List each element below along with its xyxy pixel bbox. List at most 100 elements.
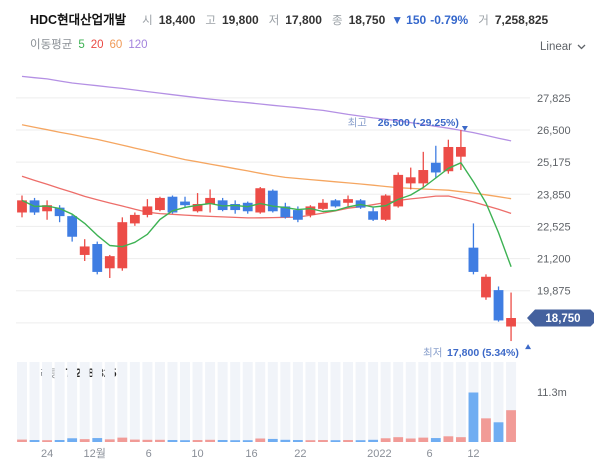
scale-selector-label: Linear (540, 41, 572, 53)
low-annotation-value: 17,800 (5.34%) (447, 347, 519, 359)
volume-bar (481, 418, 491, 442)
chevron-down-icon (577, 44, 586, 50)
candle-body (305, 206, 316, 215)
volume-bar (318, 440, 328, 442)
open-label: 시 (142, 15, 153, 27)
candle-body (405, 177, 416, 184)
candle-body (330, 200, 341, 207)
open-value: 18,400 (158, 13, 196, 27)
change-percent: -0.79% (430, 13, 469, 27)
volume-stripe (455, 362, 466, 442)
volume-stripe (67, 362, 78, 442)
volume-bar (104, 439, 115, 442)
candle-body (17, 200, 27, 213)
candle-body (343, 199, 353, 203)
volume-stripe (104, 362, 115, 442)
ma60-line (21, 124, 512, 200)
candle-body (456, 146, 466, 157)
change-value: 150 (406, 13, 427, 27)
x-axis-label: 6 (146, 448, 152, 460)
low-value: 17,800 (285, 13, 322, 27)
volume-stripe (92, 362, 103, 442)
ma5-line (21, 162, 512, 268)
volume-stripe (217, 362, 228, 442)
trade-volume-value: 7,258,825 (494, 13, 549, 27)
volume-bar (393, 437, 404, 442)
ma120-line (21, 75, 512, 142)
candle-body (255, 188, 266, 213)
candle-body (493, 290, 504, 321)
change-down-icon: ▼ (391, 13, 404, 27)
volume-bar (418, 437, 429, 442)
volume-stripe (317, 362, 328, 442)
close-label: 종 (331, 15, 343, 27)
candle-body (380, 195, 391, 220)
volume-stripe (242, 362, 253, 442)
candle-body (368, 211, 379, 220)
volume-stripe (255, 362, 266, 442)
volume-bar (29, 440, 40, 442)
candle-body (481, 276, 491, 298)
volume-stripe (480, 362, 491, 442)
volume-bar (192, 440, 203, 442)
volume-bar (117, 437, 128, 442)
x-axis-label: 16 (245, 448, 257, 460)
candle-body (468, 247, 479, 272)
candle-body (267, 190, 278, 212)
x-axis-label: 12월 (84, 447, 106, 460)
volume-stripe (506, 362, 517, 442)
ma120-legend: 120 (128, 39, 148, 51)
volume-scale-label: 11.3m (537, 387, 567, 399)
candle-body (129, 214, 140, 224)
volume-stripe (305, 362, 316, 442)
candle-body (318, 202, 328, 209)
volume-bar (79, 439, 90, 442)
close-value: 18,750 (348, 13, 386, 27)
volume-bar (267, 438, 278, 442)
volume-stripe (129, 362, 140, 442)
y-axis-label: 26,500 (537, 125, 571, 137)
volume-stripe (355, 362, 366, 442)
volume-bar (205, 439, 215, 442)
volume-stripe (79, 362, 90, 442)
candle-body (393, 174, 404, 207)
candle-body (92, 244, 103, 272)
x-axis-label: 22 (294, 448, 306, 460)
y-axis-label: 23,850 (537, 189, 571, 201)
candle-body (79, 246, 90, 255)
candle-body (104, 256, 115, 269)
x-axis-label: 6 (426, 448, 432, 460)
high-annotation-label: 최고 (348, 117, 368, 129)
volume-stripe (343, 362, 354, 442)
candle-body (205, 197, 215, 204)
y-axis-label: 22,525 (537, 221, 571, 233)
x-axis-label: 2022 (367, 448, 391, 460)
volume-stripe (405, 362, 416, 442)
ma20-line (21, 175, 512, 219)
ma20-legend: 20 (90, 39, 104, 51)
trade-label: 거 (478, 15, 489, 27)
volume-stripe (267, 362, 278, 442)
low-marker-up-icon (525, 344, 532, 350)
candle-body (142, 206, 153, 215)
moving-average-legend: 이동평균 5 20 60 120 (30, 36, 148, 52)
volume-stripe (380, 362, 391, 442)
high-marker-down-icon (461, 126, 468, 131)
volume-stripe (368, 362, 379, 442)
scale-selector-dropdown[interactable]: Linear (540, 41, 586, 53)
volume-stripe (154, 362, 165, 442)
volume-bar (167, 440, 178, 442)
candle-body (167, 196, 178, 213)
volume-bar (217, 440, 228, 442)
volume-bar (405, 438, 416, 442)
low-label: 저 (268, 15, 280, 27)
y-axis-label: 19,875 (537, 286, 571, 298)
volume-bar (129, 439, 140, 442)
x-axis-label: 24 (41, 448, 53, 460)
volume-stripe (54, 362, 65, 442)
volume-bar (443, 436, 454, 442)
volume-bar (242, 440, 253, 442)
volume-stripe (292, 362, 303, 442)
